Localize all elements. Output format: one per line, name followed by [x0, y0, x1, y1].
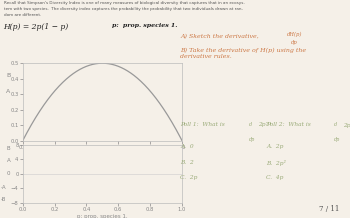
- Text: dp: dp: [248, 137, 255, 142]
- Text: 2p²?: 2p²?: [343, 122, 350, 128]
- Text: dH(p): dH(p): [287, 32, 302, 37]
- Text: B: B: [7, 146, 10, 151]
- Text: B.  2p²: B. 2p²: [266, 160, 286, 166]
- Text: p:  prop. species 1.: p: prop. species 1.: [112, 23, 177, 28]
- Text: B) Take the derivative of H(p) using the: B) Take the derivative of H(p) using the: [180, 48, 306, 53]
- Text: B.  2: B. 2: [180, 160, 194, 165]
- Text: d: d: [248, 122, 252, 127]
- Text: dp: dp: [290, 40, 297, 45]
- Text: -A: -A: [1, 185, 6, 190]
- Text: derivative rules.: derivative rules.: [180, 54, 232, 59]
- Text: A) Sketch the derivative,: A) Sketch the derivative,: [180, 34, 259, 39]
- Text: -B: -B: [1, 197, 6, 202]
- Text: dom are different.: dom are different.: [4, 13, 41, 17]
- Text: A: A: [6, 89, 10, 94]
- Text: d: d: [334, 122, 337, 127]
- Text: tem with two species.  The diversity index captures the probability the probabil: tem with two species. The diversity inde…: [4, 7, 243, 11]
- Text: dp: dp: [334, 137, 341, 142]
- Text: C.  2p: C. 2p: [180, 175, 198, 180]
- Text: B: B: [6, 73, 10, 78]
- Text: A.  0: A. 0: [180, 144, 194, 149]
- Text: Poll 1:  What is: Poll 1: What is: [180, 122, 225, 127]
- Text: Poll 2:  What is: Poll 2: What is: [266, 122, 311, 127]
- Text: Recall that Simpson's Diversity Index is one of many measures of biological dive: Recall that Simpson's Diversity Index is…: [4, 1, 244, 5]
- Text: C.  4p: C. 4p: [266, 175, 284, 180]
- Text: A: A: [7, 158, 10, 163]
- Text: A.  2p: A. 2p: [266, 144, 284, 149]
- Text: H(p) = 2p(1 − p): H(p) = 2p(1 − p): [4, 23, 69, 31]
- X-axis label: p: prop. species 1.: p: prop. species 1.: [77, 214, 128, 218]
- Text: 2p?: 2p?: [258, 122, 268, 127]
- Text: 7 / 11: 7 / 11: [319, 204, 339, 213]
- Text: 0: 0: [7, 171, 10, 176]
